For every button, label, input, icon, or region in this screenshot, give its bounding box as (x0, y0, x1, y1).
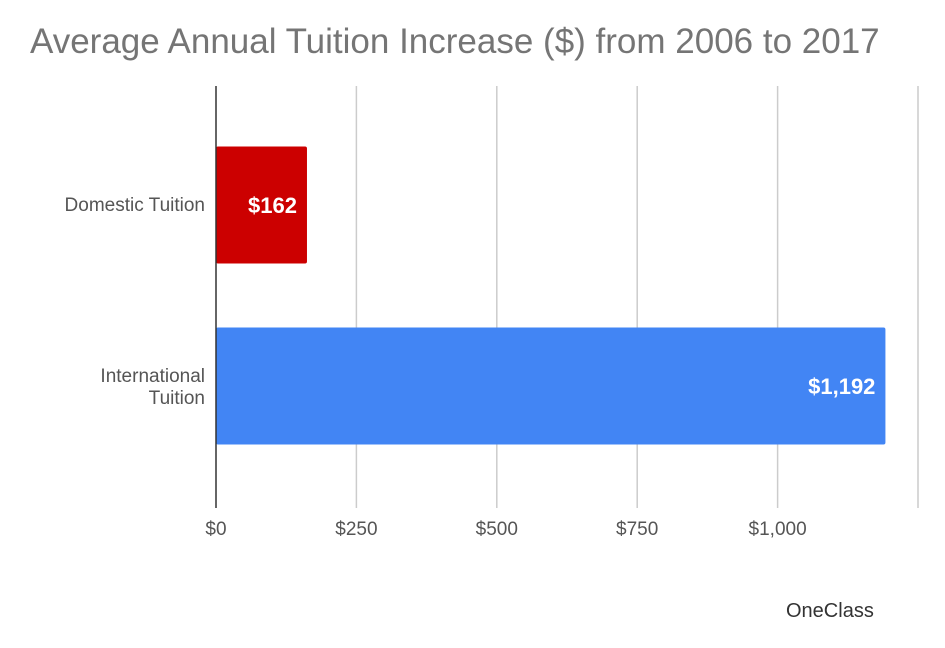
bars: $162 $1,192 (216, 146, 886, 445)
x-tick-label: $750 (616, 519, 658, 540)
oneclass-logo: OneClass (786, 600, 874, 623)
data-label: $1,192 (808, 374, 875, 399)
gridlines (355, 86, 919, 508)
category-labels: Domestic Tuition International Tuition (65, 195, 205, 409)
bar-international (216, 327, 886, 445)
x-axis-ticks: $0 $250 $500 $750 $1,000 (205, 519, 806, 540)
data-label: $162 (248, 193, 297, 218)
x-tick-label: $0 (205, 519, 226, 540)
watermark-text: OneClass (786, 600, 874, 622)
bar-domestic (216, 146, 307, 264)
chart-title: Average Annual Tuition Increase ($) from… (30, 22, 880, 61)
x-tick-label: $250 (335, 519, 377, 540)
x-tick-label: $1,000 (749, 519, 807, 540)
category-label: Domestic Tuition (65, 195, 205, 216)
category-label: International Tuition (100, 366, 205, 409)
x-tick-label: $500 (476, 519, 518, 540)
